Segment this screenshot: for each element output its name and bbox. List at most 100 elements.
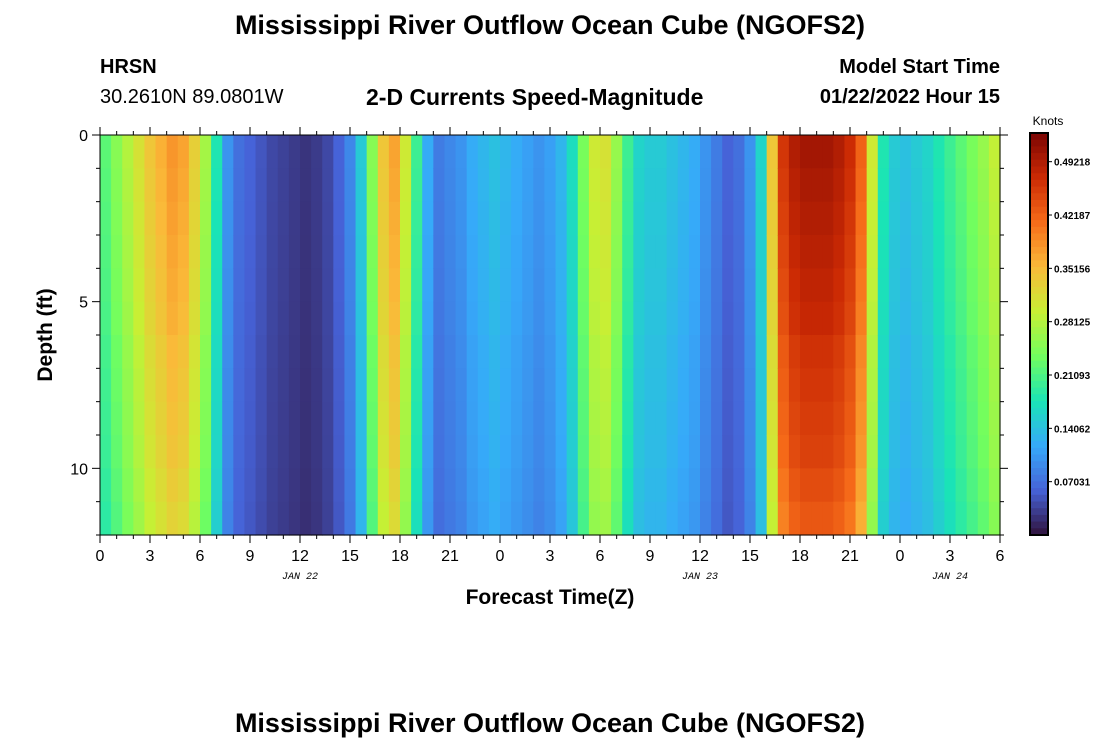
colorbar-segment bbox=[1030, 226, 1048, 235]
heatmap-cell bbox=[733, 468, 746, 503]
heatmap-cell bbox=[233, 168, 246, 203]
heatmap-cell bbox=[933, 468, 946, 503]
heatmap-cell bbox=[300, 235, 312, 269]
heatmap-cell bbox=[844, 168, 857, 203]
colorbar-segment bbox=[1030, 307, 1048, 315]
colorbar-segment bbox=[1030, 159, 1048, 168]
heatmap-cell bbox=[700, 468, 712, 503]
heatmap-cell bbox=[800, 168, 812, 203]
heatmap-cell bbox=[122, 468, 134, 503]
heatmap-cell bbox=[622, 368, 634, 403]
heatmap-cell bbox=[700, 401, 712, 436]
heatmap-cell bbox=[955, 135, 968, 169]
heatmap-cell bbox=[988, 168, 1001, 203]
heatmap-cell bbox=[933, 301, 946, 336]
heatmap-cells bbox=[100, 135, 1001, 536]
heatmap-cell bbox=[444, 301, 457, 336]
heatmap-cell bbox=[822, 301, 834, 336]
heatmap-cell bbox=[477, 435, 490, 469]
heatmap-cell bbox=[600, 168, 612, 203]
heatmap-cell bbox=[688, 301, 701, 336]
heatmap-cell bbox=[944, 401, 957, 436]
heatmap-cell bbox=[244, 368, 257, 403]
heatmap-cell bbox=[511, 401, 523, 436]
heatmap-cell bbox=[411, 435, 423, 469]
heatmap-cell bbox=[866, 368, 879, 403]
heatmap-cell bbox=[233, 201, 246, 236]
heatmap-cell bbox=[300, 368, 312, 403]
colorbar-segment bbox=[1030, 454, 1048, 462]
heatmap-cell bbox=[677, 501, 690, 536]
heatmap-cell bbox=[788, 268, 801, 303]
heatmap-cell bbox=[100, 368, 112, 403]
heatmap-cell bbox=[544, 135, 557, 169]
heatmap-cell bbox=[211, 468, 223, 503]
heatmap-cell bbox=[233, 235, 246, 269]
heatmap-cell bbox=[455, 401, 468, 436]
heatmap-cell bbox=[788, 201, 801, 236]
heatmap-cell bbox=[744, 368, 757, 403]
heatmap-cell bbox=[955, 168, 968, 203]
heatmap-cell bbox=[866, 268, 879, 303]
colorbar bbox=[1029, 132, 1049, 536]
station-code: HRSN bbox=[100, 56, 157, 78]
heatmap-cell bbox=[177, 435, 190, 469]
heatmap-cell bbox=[133, 501, 146, 536]
heatmap-cell bbox=[377, 501, 390, 536]
heatmap-cell bbox=[455, 368, 468, 403]
heatmap-cell bbox=[744, 501, 757, 536]
date-label: JAN 22 bbox=[282, 572, 318, 583]
heatmap-cell bbox=[733, 268, 746, 303]
colorbar-segment bbox=[1030, 367, 1048, 375]
heatmap-cell bbox=[822, 235, 834, 269]
heatmap-cell bbox=[466, 201, 479, 236]
heatmap-cell bbox=[644, 135, 657, 169]
heatmap-cell bbox=[944, 468, 957, 503]
heatmap-cell bbox=[377, 135, 390, 169]
heatmap-cell bbox=[655, 201, 668, 236]
heatmap-cell bbox=[288, 235, 301, 269]
heatmap-cell bbox=[611, 135, 623, 169]
heatmap-cell bbox=[322, 268, 334, 303]
heatmap-cell bbox=[122, 201, 134, 236]
heatmap-cell bbox=[711, 168, 723, 203]
heatmap-cell bbox=[588, 401, 601, 436]
heatmap-cell bbox=[133, 135, 146, 169]
heatmap-cell bbox=[944, 368, 957, 403]
heatmap-cell bbox=[133, 435, 146, 469]
heatmap-cell bbox=[622, 468, 634, 503]
heatmap-cell bbox=[144, 268, 157, 303]
heatmap-cell bbox=[533, 335, 546, 369]
heatmap-cell bbox=[988, 201, 1001, 236]
heatmap-cell bbox=[977, 435, 990, 469]
heatmap-cell bbox=[711, 435, 723, 469]
heatmap-cell bbox=[855, 201, 868, 236]
colorbar-segment bbox=[1030, 394, 1048, 402]
heatmap-cell bbox=[977, 501, 990, 536]
heatmap-cell bbox=[955, 268, 968, 303]
heatmap-cell bbox=[966, 468, 979, 503]
heatmap-cell bbox=[977, 368, 990, 403]
heatmap-cell bbox=[466, 268, 479, 303]
heatmap-cell bbox=[933, 335, 946, 369]
heatmap-cell bbox=[600, 401, 612, 436]
heatmap-cell bbox=[677, 435, 690, 469]
heatmap-cell bbox=[877, 435, 890, 469]
heatmap-cell bbox=[344, 135, 357, 169]
heatmap-cell bbox=[755, 401, 768, 436]
heatmap-cell bbox=[866, 135, 879, 169]
heatmap-cell bbox=[911, 335, 923, 369]
heatmap-cell bbox=[988, 368, 1001, 403]
heatmap-cell bbox=[133, 468, 146, 503]
heatmap-cell bbox=[177, 268, 190, 303]
heatmap-cell bbox=[111, 301, 123, 336]
heatmap-cell bbox=[688, 435, 701, 469]
heatmap-cell bbox=[833, 268, 846, 303]
heatmap-cell bbox=[888, 335, 901, 369]
heatmap-cell bbox=[100, 335, 112, 369]
heatmap-cell bbox=[577, 501, 590, 536]
heatmap-cell bbox=[855, 368, 868, 403]
heatmap-cell bbox=[555, 501, 568, 536]
heatmap-cell bbox=[511, 335, 523, 369]
heatmap-cell bbox=[144, 301, 157, 336]
